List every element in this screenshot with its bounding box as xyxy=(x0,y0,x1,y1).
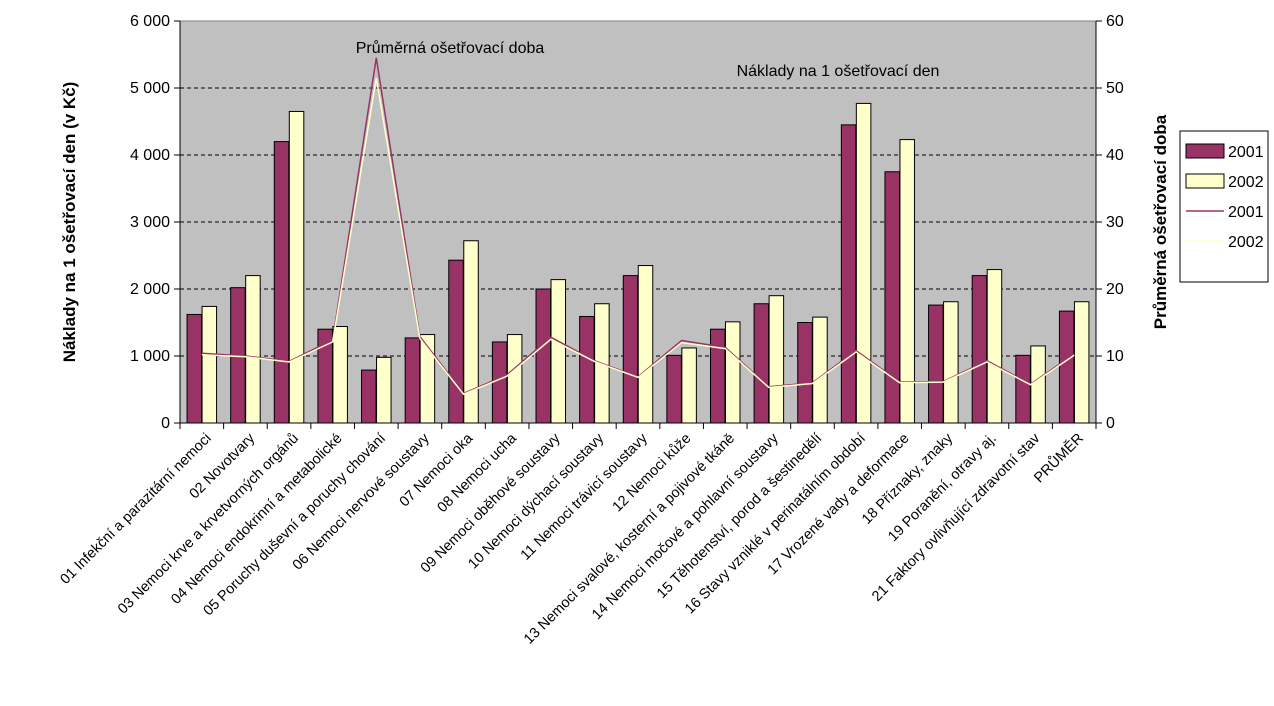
bar-2002-20 xyxy=(1073,301,1090,424)
y2-tick-label: 0 xyxy=(1106,415,1115,432)
bar-2002-1 xyxy=(245,275,261,424)
y2-tick-label: 60 xyxy=(1106,13,1124,30)
bar-2001-2 xyxy=(273,141,290,424)
bar-2002-17 xyxy=(943,301,959,424)
bar-2002-15 xyxy=(855,102,872,424)
bar-2001-4 xyxy=(361,369,377,424)
bar-2001-10 xyxy=(622,275,639,424)
y-tick-label: 4 000 xyxy=(130,147,170,164)
bar-2002-3 xyxy=(332,326,348,424)
y-tick-label: 2 000 xyxy=(130,281,170,298)
left-axis-ticks: 0 1 000 2 000 3 000 4 000 5 000 6 000 xyxy=(130,13,180,432)
category-label: 03 Nemoci krve a krvetvorných orgánů xyxy=(115,431,302,618)
y2-tick-label: 10 xyxy=(1106,348,1124,365)
bar-2002-11 xyxy=(681,347,697,424)
bar-2001-9 xyxy=(579,315,595,424)
y2-tick-label: 30 xyxy=(1106,214,1124,231)
bar-2001-14 xyxy=(797,322,813,424)
bar-2001-13 xyxy=(753,303,770,424)
legend-label: 2002 xyxy=(1228,174,1264,191)
bar-2002-18 xyxy=(986,269,1003,424)
bar-2002-8 xyxy=(550,279,567,424)
bar-2001-16 xyxy=(884,171,900,424)
bar-2002-19 xyxy=(1030,345,1046,424)
bar-2001-17 xyxy=(928,304,944,424)
legend-label: 2001 xyxy=(1228,204,1264,221)
bar-2001-12 xyxy=(709,328,726,424)
bar-2001-7 xyxy=(491,341,508,424)
bar-2002-13 xyxy=(768,295,785,424)
bar-2002-16 xyxy=(899,139,915,424)
bar-2002-4 xyxy=(376,356,392,424)
bar-2001-15 xyxy=(840,124,857,424)
annotation-cost-per-day: Náklady na 1 ošetřovací den xyxy=(737,63,940,80)
y-tick-label: 6 000 xyxy=(130,13,170,30)
bar-2002-12 xyxy=(724,321,741,424)
bar-2002-2 xyxy=(288,110,305,424)
y2-tick-label: 40 xyxy=(1106,147,1124,164)
legend-swatch-bar-2001 xyxy=(1185,143,1225,159)
lines xyxy=(201,57,1075,396)
bar-2001-8 xyxy=(535,288,552,424)
y-tick-label: 0 xyxy=(161,415,170,432)
y2-axis-title: Průměrná ošetřovací doba xyxy=(1151,114,1170,329)
category-label: 08 Nemoci ucha xyxy=(435,430,521,516)
legend: 2001 2002 2001 2002 xyxy=(1179,130,1269,283)
bar-2002-14 xyxy=(812,316,828,424)
bar-2002-7 xyxy=(506,334,523,424)
bar-2001-19 xyxy=(1015,354,1031,424)
bar-2002-0 xyxy=(201,305,218,424)
bar-2001-6 xyxy=(448,259,464,424)
y-tick-label: 1 000 xyxy=(130,348,170,365)
bar-2001-18 xyxy=(971,275,988,424)
bar-2001-11 xyxy=(666,354,682,424)
legend-label: 2002 xyxy=(1228,234,1264,251)
line-series-2002 xyxy=(201,77,1075,396)
legend-swatch-bar-2002 xyxy=(1185,173,1225,189)
bars xyxy=(186,102,1090,424)
category-label: 01 Infekční a parazitární nemoci xyxy=(57,431,214,588)
y2-tick-label: 20 xyxy=(1106,281,1124,298)
bar-2001-0 xyxy=(186,313,203,424)
y-tick-label: 3 000 xyxy=(130,214,170,231)
legend-label: 2001 xyxy=(1228,144,1264,161)
bar-2001-5 xyxy=(404,337,421,424)
bar-2002-10 xyxy=(637,265,654,424)
y2-tick-label: 50 xyxy=(1106,80,1124,97)
annotation-avg-duration: Průměrná ošetřovací doba xyxy=(356,39,545,57)
bar-2002-6 xyxy=(463,240,479,424)
y-axis-title: Náklady na 1 ošetřovací den (v Kč) xyxy=(60,82,79,363)
right-axis-ticks: 0 10 20 30 40 50 60 xyxy=(1096,13,1124,432)
bar-2001-20 xyxy=(1058,310,1075,424)
y-tick-label: 5 000 xyxy=(130,80,170,97)
category-label: 12 Nemoci kůže xyxy=(610,431,695,516)
